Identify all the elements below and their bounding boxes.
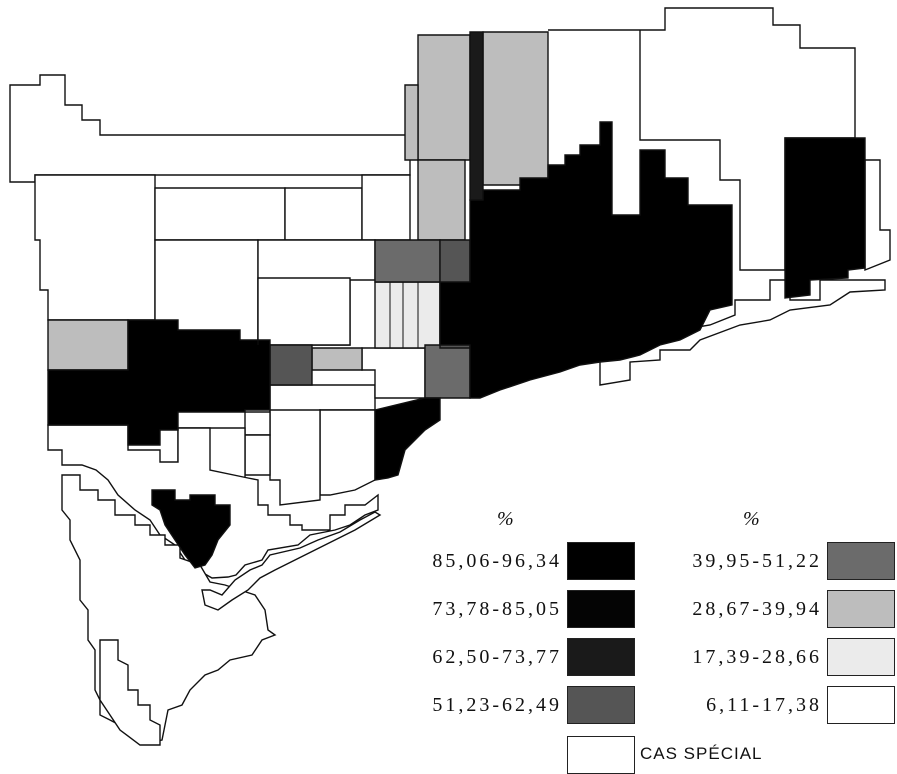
region-south-6 bbox=[244, 434, 271, 476]
legend-left-label-1: 73,78-85,05 bbox=[432, 589, 562, 629]
legend-left-hi-2: 73,77 bbox=[502, 645, 562, 668]
legend-right-lo-0: 39,95 bbox=[692, 549, 753, 572]
legend-right-label-1: 28,67-39,94 bbox=[692, 589, 822, 629]
legend-right-swatch-1 bbox=[827, 590, 895, 628]
region-central-north-3 bbox=[361, 174, 411, 241]
legend-left-lo-2: 62,50 bbox=[432, 645, 493, 668]
legend-right-sep-0: - bbox=[752, 549, 762, 572]
legend-left-hi-1: 85,05 bbox=[502, 597, 562, 620]
legend-right-label-0: 39,95-51,22 bbox=[692, 541, 822, 581]
region-upper-gray-1 bbox=[417, 34, 471, 161]
legend-left-sep-3: - bbox=[492, 693, 502, 716]
legend-right-hi-1: 39,94 bbox=[762, 597, 822, 620]
legend-left-sep-0: - bbox=[492, 549, 502, 572]
legend-right-label-2: 17,39-28,66 bbox=[692, 637, 822, 677]
region-south-black bbox=[151, 489, 231, 569]
legend-right-sep-2: - bbox=[752, 645, 762, 668]
region-south-3 bbox=[319, 409, 376, 496]
legend-left-label-0: 85,06-96,34 bbox=[432, 541, 562, 581]
legend-right-lo-1: 28,67 bbox=[692, 597, 753, 620]
legend-special-label: CAS SPÉCIAL bbox=[640, 744, 763, 763]
legend-left-hi-3: 62,49 bbox=[502, 693, 562, 716]
legend-left-label-3: 51,23-62,49 bbox=[432, 685, 562, 725]
region-south-4 bbox=[269, 409, 321, 506]
legend-right-title: % bbox=[743, 508, 760, 530]
legend-left-label-2: 62,50-73,77 bbox=[432, 637, 562, 677]
region-peninsula-south bbox=[99, 639, 161, 746]
legend-right-hi-0: 51,22 bbox=[762, 549, 822, 572]
region-west-black bbox=[47, 319, 271, 446]
region-mid-gray-3 bbox=[424, 344, 471, 399]
legend-right-lo-3: 6,11 bbox=[706, 693, 753, 716]
legend-right-swatch-2 bbox=[827, 638, 895, 676]
region-south-5 bbox=[244, 411, 271, 436]
legend-left-sep-1: - bbox=[492, 597, 502, 620]
region-narrow-strip bbox=[469, 31, 484, 201]
region-coast-black bbox=[374, 397, 441, 481]
legend-right-swatch-3 bbox=[827, 686, 895, 724]
region-central-north bbox=[154, 187, 286, 241]
region-upper-gray-3 bbox=[417, 159, 466, 241]
legend-left-lo-0: 85,06 bbox=[432, 549, 493, 572]
legend-right-sep-1: - bbox=[752, 597, 762, 620]
legend-left-swatch-1 bbox=[567, 590, 635, 628]
legend-right-hi-3: 17,38 bbox=[762, 693, 822, 716]
region-central-north-2 bbox=[284, 187, 363, 241]
legend-left-swatch-0 bbox=[567, 542, 635, 580]
subdivision-line-1 bbox=[389, 282, 419, 348]
legend-left-swatch-3 bbox=[567, 686, 635, 724]
legend-right-lo-2: 17,39 bbox=[692, 645, 753, 668]
region-east-black bbox=[439, 121, 733, 399]
legend-left-lo-3: 51,23 bbox=[432, 693, 493, 716]
region-upper-gray-4 bbox=[482, 31, 549, 186]
region-light-strip bbox=[374, 281, 441, 349]
region-north-west bbox=[9, 74, 411, 183]
legend-left-title: % bbox=[497, 508, 514, 530]
legend-right-swatch-0 bbox=[827, 542, 895, 580]
region-small-gray bbox=[311, 347, 363, 371]
region-dark-gray-2 bbox=[269, 344, 313, 386]
legend-left-lo-1: 73,78 bbox=[432, 597, 493, 620]
region-upper-gray-2 bbox=[404, 84, 419, 161]
legend-special-swatch bbox=[567, 736, 635, 774]
legend-right-sep-3: - bbox=[752, 693, 762, 716]
legend-left-hi-0: 96,34 bbox=[502, 549, 562, 572]
region-central-3 bbox=[257, 277, 351, 346]
region-east-coast bbox=[864, 159, 891, 272]
legend-left-swatch-2 bbox=[567, 638, 635, 676]
region-mid-gray bbox=[374, 239, 441, 283]
legend-right-hi-2: 28,66 bbox=[762, 645, 822, 668]
region-east-black-2 bbox=[784, 137, 866, 299]
region-peninsula-coast bbox=[201, 511, 382, 611]
legend-right-label-3: 6,11-17,38 bbox=[706, 685, 822, 725]
region-west-plain bbox=[34, 174, 156, 321]
region-west-gray bbox=[47, 319, 129, 371]
legend-left-sep-2: - bbox=[492, 645, 502, 668]
